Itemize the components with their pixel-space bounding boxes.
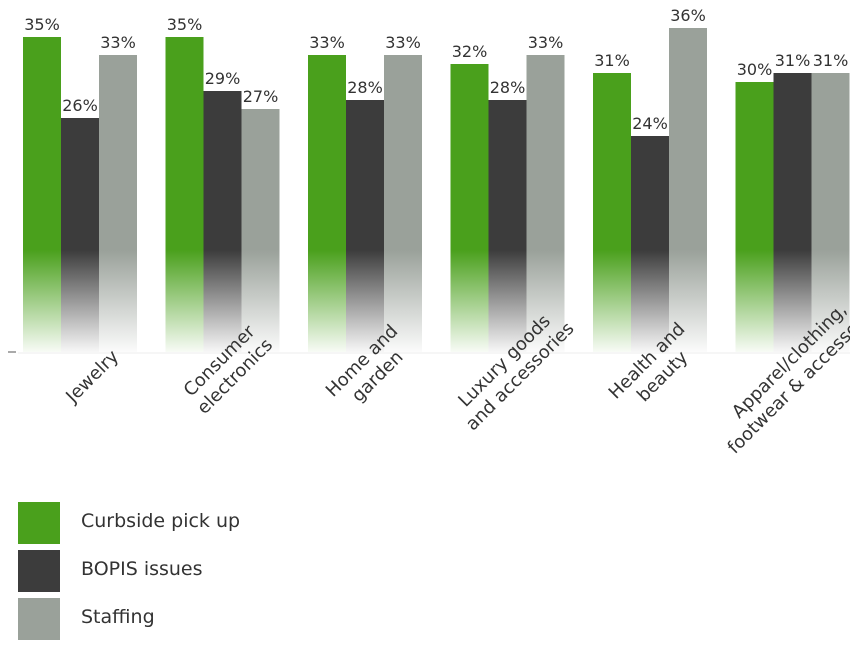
bar-1-1 xyxy=(203,91,242,352)
bar-4-2 xyxy=(669,28,707,352)
data-label-5-2: 31% xyxy=(813,51,849,70)
data-label-5-0: 30% xyxy=(737,60,773,79)
bar-1-0 xyxy=(165,37,204,352)
bar-4-0 xyxy=(593,73,631,352)
legend-label-curbside: Curbside pick up xyxy=(81,510,241,532)
bar-3-2 xyxy=(526,55,565,352)
bar-5-2 xyxy=(811,73,850,352)
bar-0-2 xyxy=(99,55,137,352)
data-label-5-1: 31% xyxy=(775,51,811,70)
data-label-2-0: 33% xyxy=(309,33,345,52)
bar-2-2 xyxy=(384,55,422,352)
data-label-4-0: 31% xyxy=(594,51,630,70)
bar-0-1 xyxy=(61,118,99,352)
data-label-4-1: 24% xyxy=(632,114,668,133)
data-label-2-1: 28% xyxy=(347,78,383,97)
legend-swatch-curbside xyxy=(18,502,60,544)
bar-5-1 xyxy=(773,73,812,352)
data-label-2-2: 33% xyxy=(385,33,421,52)
data-label-4-2: 36% xyxy=(670,6,706,25)
bar-2-1 xyxy=(346,100,384,352)
bar-1-2 xyxy=(241,109,280,352)
x-tick-label-0: Jewelry xyxy=(61,346,123,408)
bar-4-1 xyxy=(631,136,669,352)
data-label-1-0: 35% xyxy=(167,15,203,34)
data-label-1-2: 27% xyxy=(243,87,279,106)
bar-3-1 xyxy=(488,100,527,352)
data-label-0-0: 35% xyxy=(24,15,60,34)
bar-0-0 xyxy=(23,37,61,352)
legend-swatch-staffing xyxy=(18,598,60,640)
data-label-3-0: 32% xyxy=(452,42,488,61)
data-label-1-1: 29% xyxy=(205,69,241,88)
bar-5-0 xyxy=(735,82,774,352)
data-label-3-1: 28% xyxy=(490,78,526,97)
legend-swatch-bopis xyxy=(18,550,60,592)
data-label-0-2: 33% xyxy=(100,33,136,52)
bar-3-0 xyxy=(450,64,489,352)
bar-2-0 xyxy=(308,55,346,352)
data-label-3-2: 33% xyxy=(528,33,564,52)
legend-label-bopis: BOPIS issues xyxy=(81,558,203,580)
data-label-0-1: 26% xyxy=(62,96,98,115)
legend-label-staffing: Staffing xyxy=(81,606,155,628)
